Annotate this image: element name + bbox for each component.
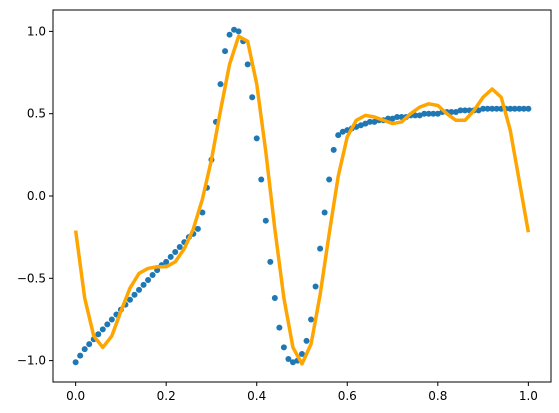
scatter-point — [276, 324, 283, 331]
scatter-point — [95, 331, 102, 338]
scatter-point — [303, 337, 310, 344]
scatter-point — [520, 105, 527, 112]
scatter-point — [484, 105, 491, 112]
x-tick-label: 1.0 — [519, 389, 538, 403]
scatter-point — [507, 105, 514, 112]
scatter-point — [235, 28, 242, 35]
scatter-point — [108, 316, 115, 323]
scatter-point — [326, 176, 333, 183]
scatter-point — [493, 105, 500, 112]
plot-frame — [52, 9, 552, 383]
scatter-point — [176, 244, 183, 251]
scatter-series — [72, 26, 532, 366]
scatter-point — [126, 296, 133, 303]
scatter-point — [244, 61, 251, 68]
y-tick-label: 0.0 — [27, 189, 46, 203]
scatter-point — [231, 26, 238, 33]
scatter-point — [104, 321, 111, 328]
scatter-point — [253, 135, 260, 142]
scatter-point — [172, 248, 179, 255]
scatter-point — [72, 359, 79, 366]
scatter-point — [81, 346, 88, 353]
scatter-point — [452, 109, 459, 116]
scatter-point — [389, 115, 396, 122]
y-tick-label: −0.5 — [17, 271, 46, 285]
scatter-point — [330, 146, 337, 153]
x-tick-label: 0.2 — [157, 389, 176, 403]
scatter-point — [480, 105, 487, 112]
scatter-point — [335, 132, 342, 139]
scatter-point — [199, 209, 206, 216]
scatter-point — [339, 128, 346, 135]
scatter-point — [425, 110, 432, 117]
scatter-point — [131, 291, 138, 298]
scatter-point — [299, 351, 305, 358]
scatter-point — [140, 281, 147, 288]
y-axis: −1.0 −0.5 0.0 0.5 1.0 — [17, 24, 53, 368]
scatter-point — [285, 355, 292, 362]
scatter-point — [149, 272, 156, 279]
scatter-point — [434, 110, 441, 117]
y-tick-label: 1.0 — [27, 24, 46, 38]
scatter-point — [516, 105, 523, 112]
scatter-point — [412, 112, 419, 119]
scatter-point — [258, 176, 265, 183]
scatter-point — [262, 217, 269, 224]
x-axis: 0.0 0.2 0.4 0.6 0.8 1.0 — [66, 382, 538, 403]
scatter-point — [511, 105, 518, 112]
scatter-point — [222, 48, 229, 55]
scatter-point — [525, 105, 532, 112]
scatter-point — [167, 253, 174, 260]
y-tick-label: −1.0 — [17, 354, 46, 368]
scatter-point — [226, 31, 233, 38]
scatter-point — [267, 258, 274, 265]
scatter-point — [430, 110, 437, 117]
scatter-point — [357, 122, 364, 129]
scatter-point — [308, 316, 315, 323]
scatter-point — [145, 276, 152, 283]
scatter-point — [457, 107, 464, 114]
scatter-point — [394, 113, 401, 120]
x-tick-label: 0.8 — [428, 389, 447, 403]
scatter-point — [280, 344, 287, 351]
scatter-point — [194, 225, 201, 232]
scatter-point — [136, 286, 143, 293]
scatter-point — [163, 258, 170, 265]
x-tick-label: 0.4 — [247, 389, 266, 403]
scatter-point — [366, 118, 373, 125]
scatter-point — [461, 107, 468, 114]
scatter-point — [289, 359, 296, 366]
scatter-point — [312, 283, 319, 290]
scatter-point — [86, 341, 93, 348]
scatter-point — [371, 118, 378, 125]
scatter-point — [448, 109, 455, 116]
scatter-point — [271, 295, 278, 302]
x-tick-label: 0.6 — [338, 389, 357, 403]
scatter-point — [317, 245, 324, 252]
scatter-point — [99, 326, 106, 333]
scatter-point — [249, 94, 256, 101]
scatter-point — [489, 105, 496, 112]
x-tick-label: 0.0 — [66, 389, 85, 403]
scatter-point — [421, 110, 428, 117]
scatter-point — [362, 120, 369, 127]
fit-curve-line — [73, 34, 531, 366]
scatter-point — [217, 81, 224, 88]
scatter-point — [77, 352, 84, 359]
y-tick-label: 0.5 — [27, 107, 46, 121]
scatter-point — [416, 112, 423, 119]
scatter-point — [321, 209, 328, 216]
